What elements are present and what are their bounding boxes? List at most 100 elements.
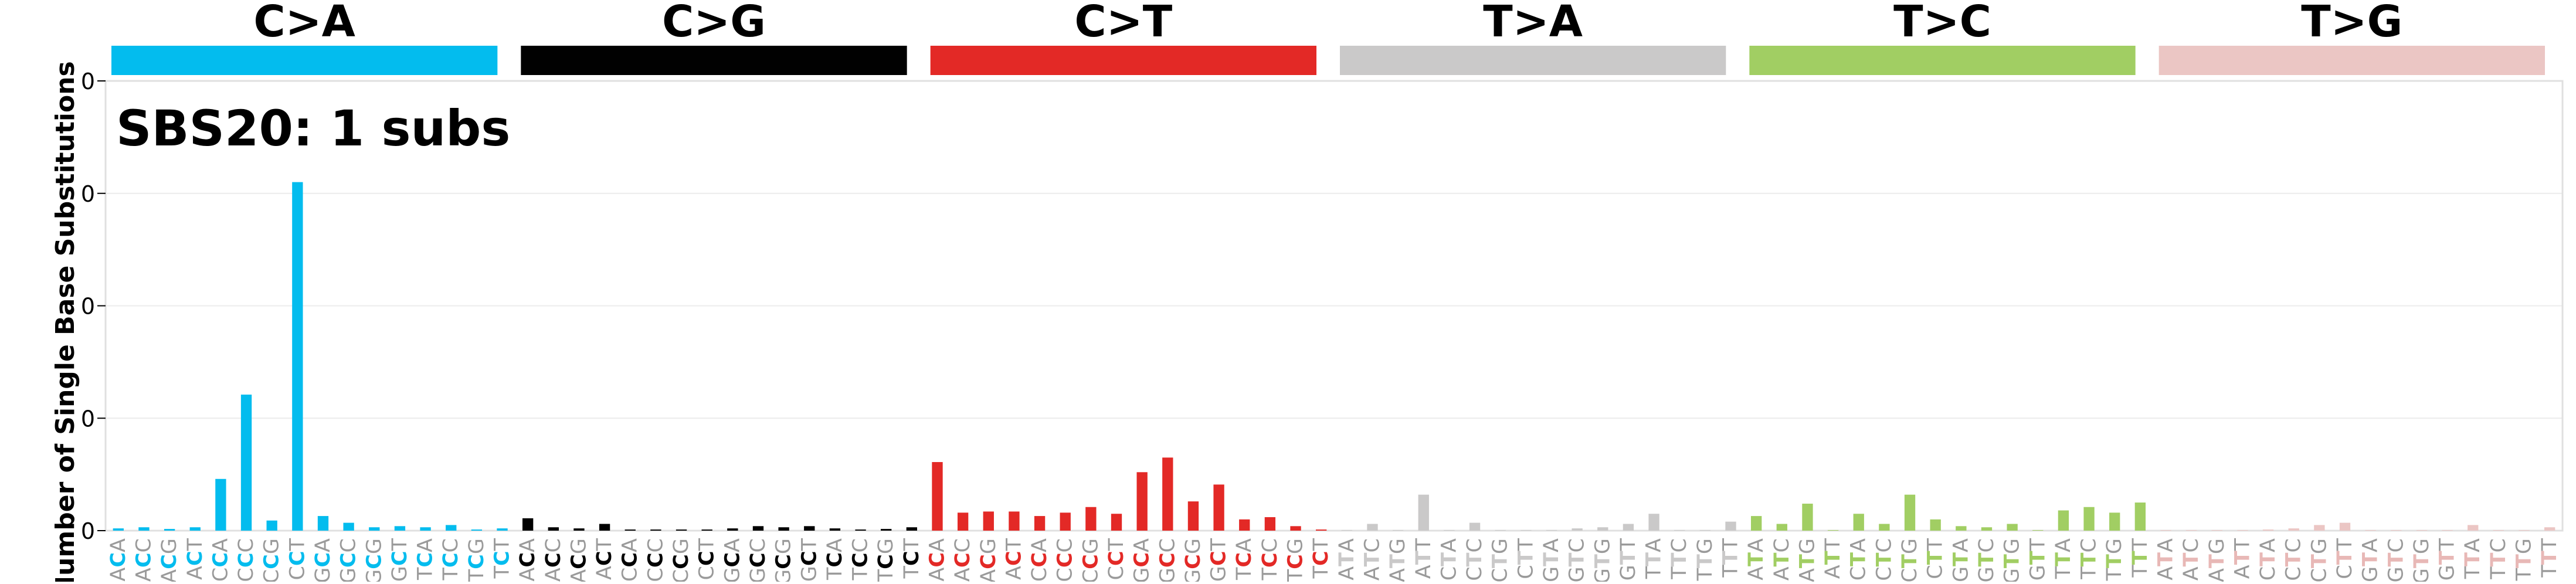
bar: [2468, 525, 2479, 531]
x-tick-label: GCG: [772, 538, 796, 582]
x-tick-label: GCG: [1182, 538, 1205, 582]
x-tick-label: ATG: [2205, 538, 2229, 582]
x-tick-label: GCG: [362, 538, 386, 582]
x-tick-label: TCG: [874, 538, 898, 582]
bar: [1956, 526, 1967, 531]
bar: [881, 529, 892, 531]
bar: [573, 528, 585, 531]
mutation-type-band: [521, 46, 907, 75]
x-tick-label: GTT: [2436, 538, 2459, 580]
x-tick-label: GTC: [1975, 538, 1998, 582]
x-tick-label: TCC: [849, 538, 873, 581]
bar: [343, 522, 354, 531]
x-tick-label: CTG: [2307, 538, 2331, 582]
bar: [1827, 530, 1839, 531]
x-tick-label: ACT: [184, 538, 207, 580]
bar: [1136, 472, 1148, 531]
x-tick-label: ATT: [1821, 538, 1845, 579]
bar: [727, 528, 738, 531]
x-tick-label: ATC: [1360, 538, 1384, 580]
bar: [2314, 525, 2325, 531]
x-tick-label: GCC: [746, 538, 770, 582]
bar: [2185, 530, 2197, 531]
x-tick-label: ACA: [925, 538, 949, 582]
x-tick-label: TCA: [823, 538, 847, 580]
x-tick-label: ATG: [1796, 538, 1819, 582]
bar: [829, 528, 841, 531]
x-tick-label: ATA: [1335, 538, 1359, 580]
bar: [497, 528, 508, 531]
bar: [420, 527, 431, 531]
bar: [2211, 530, 2222, 531]
bar: [240, 394, 252, 531]
x-tick-label: ACC: [132, 538, 155, 582]
mutation-type-label: T>C: [1893, 0, 1991, 47]
bar: [471, 529, 483, 531]
mutation-type-band: [2158, 46, 2545, 75]
bar: [2339, 522, 2351, 531]
bar: [113, 528, 124, 531]
mutation-type-label: C>A: [253, 0, 355, 47]
x-tick-label: ACC: [542, 538, 565, 582]
bar: [1904, 494, 1916, 531]
x-tick-label: CCG: [670, 538, 693, 582]
x-tick-label: GTG: [2001, 538, 2024, 582]
bar: [1750, 516, 1762, 531]
x-tick-label: CTA: [1847, 538, 1871, 580]
chart-title: SBS20: 1 subs: [116, 100, 510, 157]
bar: [369, 527, 380, 531]
mutation-type-band: [1749, 46, 2136, 75]
x-tick-label: ACG: [977, 538, 1000, 582]
x-axis-labels: ACAACCACGACTCCACCCCCGCCTGCAGCCGCGGCTTCAT…: [107, 538, 2561, 584]
x-tick-label: CCT: [1105, 538, 1128, 580]
x-tick-label: ACG: [567, 538, 590, 582]
x-tick-label: TTA: [2052, 538, 2075, 579]
x-tick-label: CTA: [2256, 538, 2280, 580]
bar: [2058, 510, 2069, 531]
x-tick-label: ATA: [1745, 538, 1768, 580]
bar: [2262, 529, 2274, 531]
x-tick-label: GCC: [1156, 538, 1179, 582]
x-tick-label: CCC: [235, 538, 258, 582]
bar: [983, 511, 994, 531]
x-tick-label: CTC: [1463, 538, 1486, 581]
bar: [2442, 530, 2453, 531]
bar: [906, 527, 918, 531]
bar: [1546, 530, 1557, 531]
y-tick-label: 0: [81, 69, 95, 94]
bar: [1572, 528, 1583, 531]
x-tick-label: TTC: [2487, 538, 2510, 580]
bar: [1290, 526, 1301, 531]
bar: [317, 516, 329, 531]
bar: [2134, 502, 2146, 531]
bar: [1776, 524, 1787, 531]
x-tick-label: ATA: [2154, 538, 2177, 580]
mutation-type-bands: C>A C>G C>T T>A T>C T>G: [111, 0, 2545, 75]
mutation-type-band: [111, 46, 498, 75]
y-tick-label: 0: [81, 181, 95, 207]
bar: [2416, 530, 2428, 531]
x-tick-label: CTT: [1514, 538, 1538, 579]
bar: [957, 512, 969, 531]
bar: [1469, 522, 1481, 531]
x-tick-label: ACT: [1002, 538, 1026, 580]
mutation-type-label: T>A: [1483, 0, 1583, 47]
x-tick-label: CCA: [619, 538, 642, 582]
x-tick-label: CTA: [1437, 538, 1461, 580]
bar: [1981, 527, 1993, 531]
bar: [1623, 524, 1634, 531]
bar: [266, 520, 277, 531]
x-tick-label: ATT: [1412, 538, 1435, 579]
bar: [855, 529, 866, 531]
x-tick-label: ATC: [2180, 538, 2203, 580]
x-tick-label: TTC: [2078, 538, 2101, 580]
bar: [1597, 527, 1608, 531]
bar: [1444, 530, 1455, 531]
x-tick-label: TTC: [1668, 538, 1691, 580]
x-tick-label: CTG: [1489, 538, 1512, 582]
bar: [2032, 530, 2044, 531]
x-tick-label: GTT: [1617, 538, 1640, 580]
bar: [522, 518, 534, 531]
x-tick-label: CTC: [1872, 538, 1896, 581]
